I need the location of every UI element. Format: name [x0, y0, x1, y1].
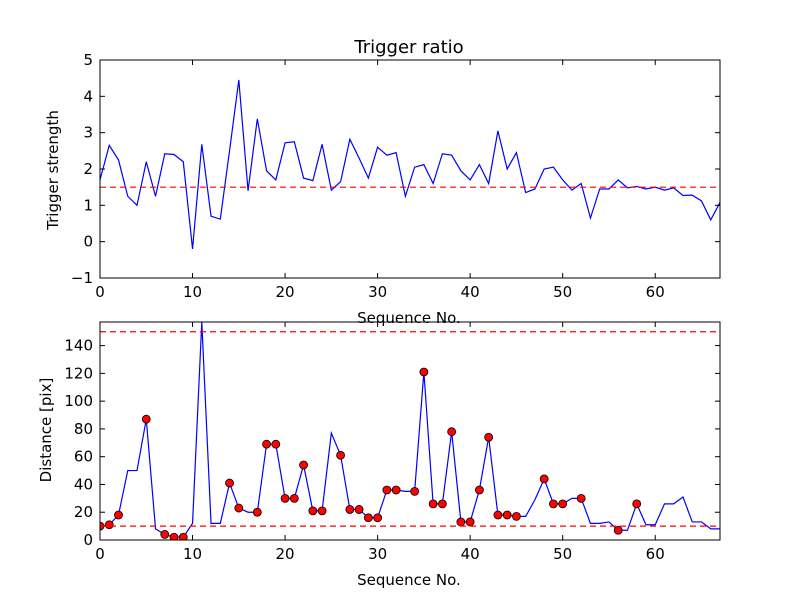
x-tick-label: 40 — [461, 283, 480, 301]
x-axis-label: Sequence No. — [357, 309, 461, 327]
data-point — [262, 439, 271, 449]
data-point — [317, 506, 327, 516]
data-point — [271, 439, 281, 449]
data-point — [280, 493, 290, 503]
x-tick-label: 20 — [276, 283, 295, 301]
data-point — [465, 517, 475, 527]
chart-title: Trigger ratio — [353, 37, 463, 58]
y-tick-label: 3 — [83, 124, 93, 142]
data-point — [225, 478, 234, 488]
data-point — [104, 520, 114, 530]
data-point — [308, 506, 318, 516]
data-point — [512, 511, 521, 521]
trigger-ratio-panel: Trigger ratio Sequence No. Trigger stren… — [44, 37, 721, 327]
data-point — [456, 517, 466, 527]
x-tick-label: 20 — [276, 545, 295, 563]
data-point — [576, 493, 586, 503]
data-point — [289, 493, 299, 503]
x-tick-label: 10 — [183, 283, 202, 301]
data-point — [234, 503, 244, 513]
x-tick-label: 0 — [95, 545, 105, 563]
data-point — [363, 513, 373, 523]
y-tick-label: 60 — [74, 448, 93, 466]
data-point — [252, 507, 262, 517]
data-point — [169, 532, 179, 540]
x-tick-label: 50 — [553, 283, 572, 301]
y-tick-label: 1 — [83, 196, 93, 214]
data-point — [539, 474, 549, 484]
data-point — [410, 487, 420, 496]
y-tick-label: 80 — [74, 420, 93, 438]
x-tick-label: 0 — [95, 283, 105, 301]
data-point — [178, 532, 188, 540]
data-point — [484, 432, 494, 442]
x-tick-label: 10 — [183, 545, 202, 563]
y-tick-label: 2 — [83, 160, 93, 178]
y-tick-label: 120 — [64, 364, 93, 382]
x-tick-label: 60 — [646, 283, 665, 301]
series-line — [100, 322, 720, 538]
data-point — [336, 450, 345, 460]
data-point — [345, 505, 355, 514]
data-point — [299, 460, 308, 470]
data-point — [493, 510, 503, 520]
plot-frame — [99, 321, 721, 541]
series-line — [100, 79, 720, 249]
y-tick-label: 5 — [83, 51, 93, 69]
data-point — [141, 414, 151, 424]
y-tick-label: −1 — [71, 269, 93, 287]
x-tick-label: 40 — [461, 545, 480, 563]
data-point — [114, 510, 123, 520]
x-tick-label: 50 — [553, 545, 572, 563]
data-point — [428, 499, 438, 509]
y-tick-label: 140 — [64, 337, 93, 355]
y-tick-label: 0 — [83, 233, 93, 251]
data-point — [475, 485, 484, 495]
data-point — [632, 499, 642, 509]
y-tick-label: 40 — [74, 475, 93, 493]
data-point — [502, 510, 512, 520]
y-tick-label: 20 — [74, 503, 93, 521]
y-axis-label: Trigger strength — [44, 110, 62, 231]
data-point — [354, 505, 364, 514]
data-point — [391, 485, 401, 495]
y-axis-label: Distance [pix] — [37, 378, 55, 483]
x-tick-label: 30 — [368, 283, 387, 301]
x-tick-label: 30 — [368, 545, 387, 563]
distance-panel: Sequence No. Distance [pix] 0 10 20 30 40 50 6… — [37, 321, 721, 589]
data-point — [613, 525, 623, 535]
data-point — [160, 530, 170, 539]
y-tick-label: 4 — [83, 87, 93, 105]
data-point — [549, 499, 558, 509]
y-tick-label: 0 — [83, 531, 93, 549]
data-point — [419, 367, 429, 377]
data-point — [373, 513, 383, 523]
data-point — [447, 427, 457, 437]
data-point — [437, 499, 447, 509]
data-point — [558, 499, 568, 509]
y-tick-label: 100 — [64, 392, 93, 410]
x-tick-label: 60 — [646, 545, 665, 563]
x-axis-label: Sequence No. — [357, 571, 461, 589]
data-point — [382, 485, 392, 495]
